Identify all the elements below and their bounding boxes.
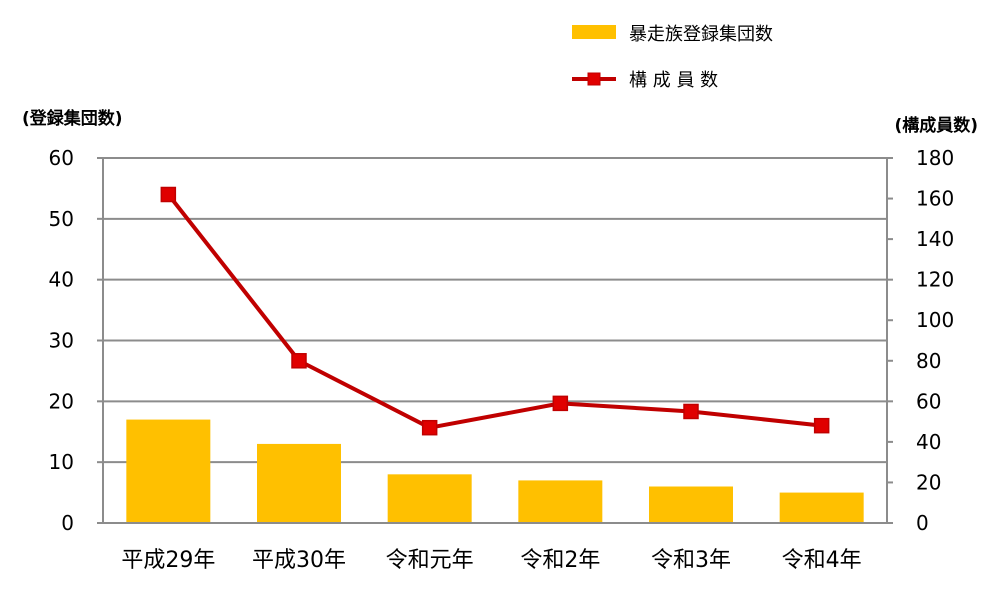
right-tick-label: 0 — [916, 511, 929, 535]
left-tick-label: 10 — [49, 450, 74, 474]
right-tick-label: 20 — [916, 470, 941, 494]
right-tick-label: 60 — [916, 389, 941, 413]
legend-line-marker — [587, 72, 601, 86]
category-label: 令和4年 — [782, 548, 862, 573]
series-line — [166, 193, 822, 430]
axes — [97, 157, 893, 524]
legend-bar-swatch — [572, 25, 616, 39]
left-tick-label: 40 — [49, 268, 74, 292]
bar — [257, 443, 341, 523]
left-tick-label: 20 — [49, 389, 74, 413]
category-label: 令和元年 — [386, 548, 474, 573]
line-series — [160, 186, 830, 436]
category-label: 令和2年 — [520, 548, 600, 573]
right-tick-label: 100 — [916, 308, 954, 332]
category-label: 令和3年 — [651, 548, 731, 573]
bar — [126, 419, 211, 523]
right-tick-label: 40 — [916, 430, 941, 454]
right-tick-label: 140 — [916, 227, 954, 251]
right-tick-label: 80 — [916, 349, 941, 373]
right-tick-label: 120 — [916, 268, 954, 292]
left-tick-label: 50 — [49, 207, 74, 231]
line-marker — [552, 395, 569, 412]
line-marker — [160, 186, 177, 203]
line-marker — [291, 353, 307, 369]
bar — [779, 492, 864, 523]
bar — [649, 486, 733, 523]
left-tick-label: 30 — [49, 329, 74, 353]
tick-labels: 0 10 20 30 40 50 60 0 20 40 60 80 100 120 140 160 180 平成2… — [49, 146, 955, 573]
right-tick-label: 160 — [916, 187, 954, 211]
right-axis-title: (構成員数) — [894, 115, 978, 136]
left-tick-label: 60 — [49, 146, 74, 170]
line-marker — [421, 419, 438, 436]
legend-line-label: 構 成 員 数 — [629, 70, 718, 91]
bar — [387, 474, 472, 523]
left-tick-label: 0 — [61, 511, 74, 535]
category-label: 平成29年 — [121, 548, 215, 573]
bar-series — [126, 419, 864, 523]
line-marker — [683, 403, 699, 420]
legend: 暴走族登録集団数 構 成 員 数 — [572, 24, 773, 91]
legend-bar-label: 暴走族登録集団数 — [629, 24, 773, 45]
right-tick-label: 180 — [916, 146, 954, 170]
category-label: 平成30年 — [252, 548, 346, 573]
left-axis-title: (登録集団数) — [22, 108, 123, 129]
bar — [518, 480, 603, 523]
line-marker — [813, 417, 830, 434]
